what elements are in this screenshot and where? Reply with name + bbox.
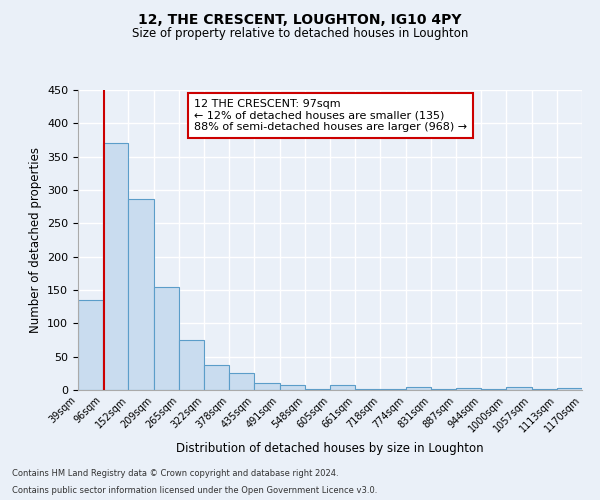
Text: Contains public sector information licensed under the Open Government Licence v3: Contains public sector information licen… xyxy=(12,486,377,495)
Text: Contains HM Land Registry data © Crown copyright and database right 2024.: Contains HM Land Registry data © Crown c… xyxy=(12,468,338,477)
Text: 12 THE CRESCENT: 97sqm
← 12% of detached houses are smaller (135)
88% of semi-de: 12 THE CRESCENT: 97sqm ← 12% of detached… xyxy=(194,99,467,132)
Bar xyxy=(280,384,305,390)
Bar xyxy=(128,198,154,390)
Bar xyxy=(103,144,128,390)
Bar xyxy=(330,386,355,390)
Bar xyxy=(179,340,204,390)
Bar xyxy=(557,388,582,390)
Bar xyxy=(154,286,179,390)
Bar xyxy=(78,300,103,390)
Text: Size of property relative to detached houses in Loughton: Size of property relative to detached ho… xyxy=(132,28,468,40)
Bar xyxy=(406,386,431,390)
Bar xyxy=(229,374,254,390)
Bar xyxy=(506,386,532,390)
Bar xyxy=(305,388,330,390)
Bar xyxy=(456,388,481,390)
Bar xyxy=(204,364,229,390)
Bar xyxy=(254,382,280,390)
X-axis label: Distribution of detached houses by size in Loughton: Distribution of detached houses by size … xyxy=(176,442,484,456)
Text: 12, THE CRESCENT, LOUGHTON, IG10 4PY: 12, THE CRESCENT, LOUGHTON, IG10 4PY xyxy=(138,12,462,26)
Y-axis label: Number of detached properties: Number of detached properties xyxy=(29,147,41,333)
